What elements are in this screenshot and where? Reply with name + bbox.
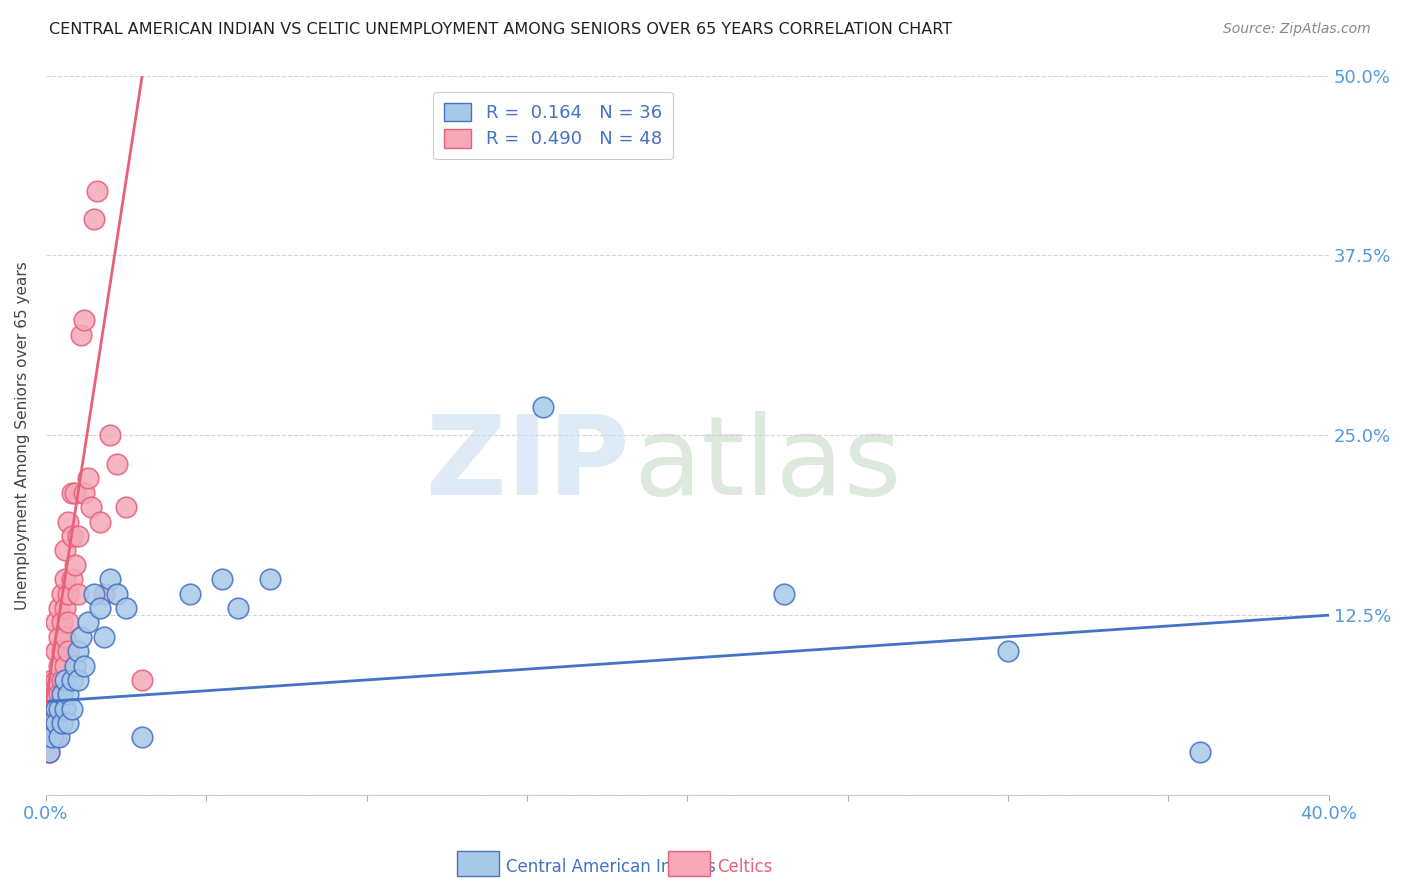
Point — [51, 687, 73, 701]
Point — [53, 658, 76, 673]
Point — [83, 586, 105, 600]
Y-axis label: Unemployment Among Seniors over 65 years: Unemployment Among Seniors over 65 years — [15, 261, 30, 609]
Point — [60, 572, 83, 586]
Point — [58, 687, 80, 701]
Point — [51, 615, 73, 630]
Point — [60, 702, 83, 716]
Point — [73, 486, 96, 500]
Point — [76, 471, 98, 485]
Point — [67, 644, 90, 658]
Point — [41, 716, 63, 731]
Point — [38, 731, 60, 745]
Text: CENTRAL AMERICAN INDIAN VS CELTIC UNEMPLOYMENT AMONG SENIORS OVER 65 YEARS CORRE: CENTRAL AMERICAN INDIAN VS CELTIC UNEMPL… — [49, 22, 952, 37]
Point — [48, 630, 70, 644]
Point — [98, 572, 121, 586]
Point — [51, 644, 73, 658]
Point — [45, 644, 67, 658]
Point — [98, 428, 121, 442]
Point — [86, 184, 108, 198]
Text: Source: ZipAtlas.com: Source: ZipAtlas.com — [1223, 22, 1371, 37]
Point — [38, 745, 60, 759]
Point — [60, 486, 83, 500]
Point — [48, 731, 70, 745]
Point — [80, 500, 103, 515]
Point — [115, 601, 138, 615]
Point — [38, 745, 60, 759]
Point — [60, 673, 83, 687]
Point — [45, 673, 67, 687]
Point — [51, 586, 73, 600]
Point — [531, 400, 554, 414]
Point — [259, 572, 281, 586]
Point — [997, 644, 1019, 658]
Point — [89, 601, 111, 615]
Point — [53, 630, 76, 644]
Point — [58, 515, 80, 529]
Point — [60, 529, 83, 543]
Point — [53, 543, 76, 558]
Point — [53, 601, 76, 615]
Point — [67, 673, 90, 687]
Point — [51, 673, 73, 687]
Point — [41, 731, 63, 745]
Point — [48, 687, 70, 701]
Point — [45, 702, 67, 716]
Point — [41, 687, 63, 701]
Point — [58, 716, 80, 731]
Point — [45, 716, 67, 731]
Point — [131, 673, 153, 687]
Point — [48, 702, 70, 716]
Point — [67, 586, 90, 600]
Point — [48, 658, 70, 673]
Text: ZIP: ZIP — [426, 410, 630, 517]
Point — [41, 673, 63, 687]
Point — [41, 702, 63, 716]
Point — [228, 601, 250, 615]
Legend: R =  0.164   N = 36, R =  0.490   N = 48: R = 0.164 N = 36, R = 0.490 N = 48 — [433, 92, 672, 160]
Point — [63, 558, 86, 572]
Point — [772, 586, 794, 600]
Text: Celtics: Celtics — [717, 858, 772, 876]
Point — [179, 586, 201, 600]
Point — [89, 515, 111, 529]
Point — [70, 327, 93, 342]
Point — [105, 457, 128, 471]
Point — [93, 586, 115, 600]
Point — [115, 500, 138, 515]
Point — [53, 572, 76, 586]
Point — [76, 615, 98, 630]
Text: atlas: atlas — [634, 410, 903, 517]
Point — [73, 313, 96, 327]
Point — [83, 212, 105, 227]
Point — [73, 658, 96, 673]
Point — [45, 702, 67, 716]
Point — [53, 673, 76, 687]
Point — [63, 486, 86, 500]
Point — [45, 615, 67, 630]
Point — [58, 586, 80, 600]
Point — [105, 586, 128, 600]
Point — [70, 630, 93, 644]
Point — [131, 731, 153, 745]
Text: Central American Indians: Central American Indians — [506, 858, 716, 876]
Point — [58, 644, 80, 658]
Point — [63, 658, 86, 673]
Point — [211, 572, 233, 586]
Point — [58, 615, 80, 630]
Point — [51, 716, 73, 731]
Point — [45, 731, 67, 745]
Point — [41, 716, 63, 731]
Point — [93, 630, 115, 644]
Point — [48, 601, 70, 615]
Point — [67, 529, 90, 543]
Point — [53, 702, 76, 716]
Point — [1189, 745, 1212, 759]
